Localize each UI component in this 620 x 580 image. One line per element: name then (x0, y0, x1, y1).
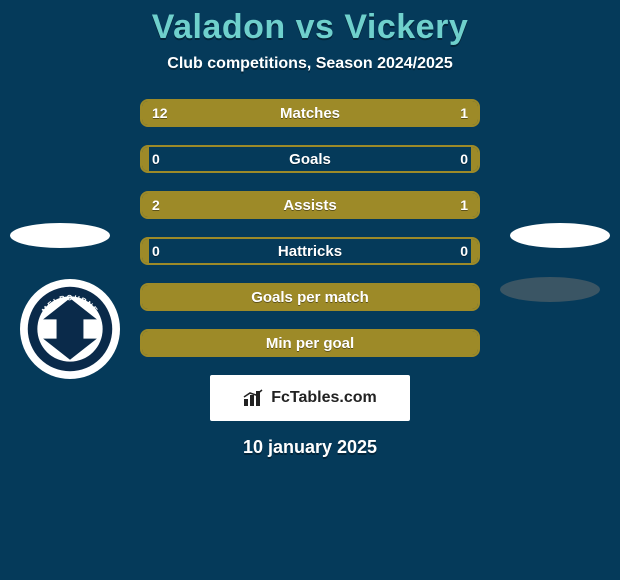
comparison-card: Valadon vs Vickery Club competitions, Se… (0, 0, 620, 580)
stat-row: Min per goal (140, 329, 480, 357)
stat-row: 00Goals (140, 145, 480, 173)
stat-row: 00Hattricks (140, 237, 480, 265)
brand-text: FcTables.com (271, 389, 377, 407)
player-badge-left (10, 223, 110, 248)
stat-label: Goals per match (142, 285, 478, 309)
stat-label: Hattricks (142, 239, 478, 263)
brand-badge[interactable]: FcTables.com (210, 375, 410, 421)
stat-label: Assists (142, 193, 478, 217)
date-text: 10 january 2025 (0, 437, 620, 458)
bars-icon (243, 389, 265, 407)
player-badge-right (510, 223, 610, 248)
stat-row: 21Assists (140, 191, 480, 219)
stat-label: Goals (142, 147, 478, 171)
stat-bars: 121Matches 00Goals 21Assists 00Hattricks Goa… (140, 99, 480, 357)
subtitle: Club competitions, Season 2024/2025 (0, 55, 620, 73)
stat-label: Matches (142, 101, 478, 125)
stat-row: Goals per match (140, 283, 480, 311)
stage: MELBOURNE 121Matches 00Goals 21Assists 00Ha… (0, 99, 620, 458)
page-title: Valadon vs Vickery (0, 8, 620, 47)
stat-label: Min per goal (142, 331, 478, 355)
club-logo-left: MELBOURNE (20, 279, 120, 379)
stat-row: 121Matches (140, 99, 480, 127)
player-badge-right-2 (500, 277, 600, 302)
melbourne-victory-icon: MELBOURNE (22, 281, 118, 377)
